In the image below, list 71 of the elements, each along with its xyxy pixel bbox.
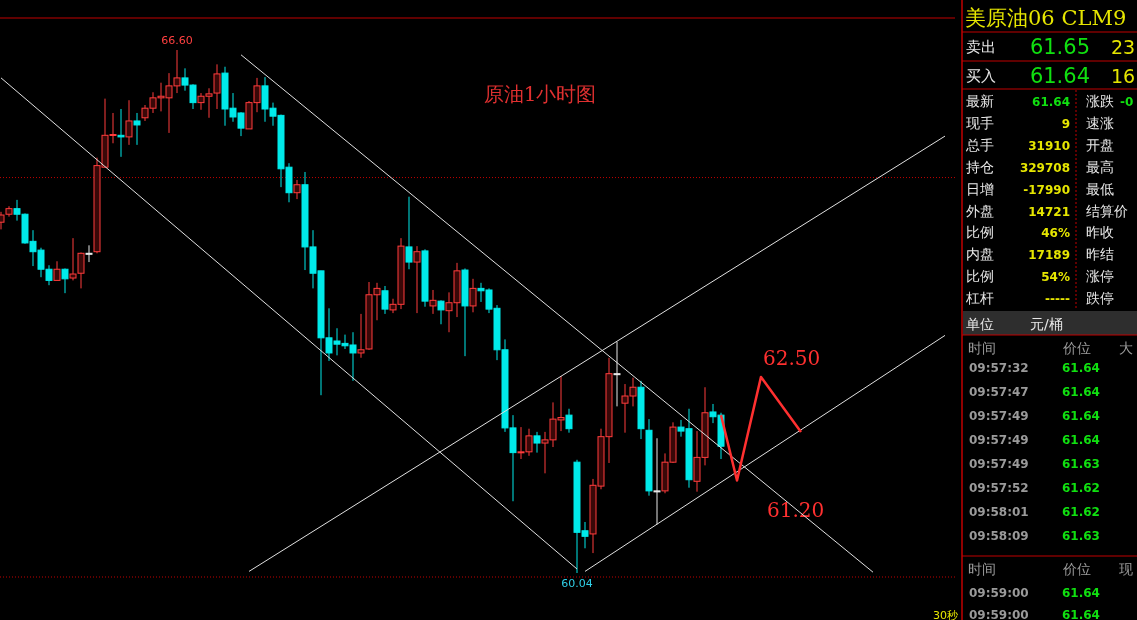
- text: 09:57:47: [969, 385, 1029, 399]
- text: 最低: [1086, 180, 1114, 197]
- text: -----: [1045, 292, 1071, 307]
- text: 09:57:49: [969, 433, 1029, 447]
- text: 原油1小时图: [483, 82, 597, 106]
- text: 31910: [1028, 138, 1070, 153]
- text: 大: [1119, 340, 1133, 356]
- text: 开盘: [1086, 136, 1114, 153]
- text: -0: [1120, 95, 1134, 109]
- text: 美原油06 CLM9: [965, 6, 1127, 30]
- text: 09:59:00: [969, 608, 1029, 620]
- text: 价位: [1062, 561, 1091, 577]
- text: 14721: [1028, 204, 1070, 219]
- text: 杠杆: [965, 290, 994, 307]
- text: 速涨: [1086, 114, 1114, 131]
- text: 46%: [1041, 226, 1070, 241]
- text: 涨停: [1086, 268, 1114, 285]
- text: 09:57:32: [969, 361, 1029, 375]
- text: 16: [1111, 65, 1136, 87]
- text: 61.64: [1062, 409, 1100, 423]
- text: 外盘: [966, 202, 994, 219]
- text: 61.64: [1032, 95, 1070, 109]
- text: 61.62: [1062, 505, 1100, 519]
- text: 61.64: [1062, 608, 1100, 620]
- text: 61.62: [1062, 481, 1100, 495]
- text: 61.63: [1062, 457, 1100, 471]
- text: 昨结: [1086, 246, 1114, 263]
- text: 总手: [965, 136, 994, 153]
- text: 09:59:00: [969, 586, 1029, 600]
- text: 时间: [968, 561, 996, 577]
- text: 61.63: [1062, 529, 1100, 543]
- text: 比例: [966, 268, 994, 285]
- text: 61.64: [1062, 385, 1100, 399]
- text: 61.64: [1062, 361, 1100, 375]
- text: 内盘: [966, 246, 994, 263]
- text: 329708: [1019, 160, 1070, 175]
- text: 最新: [966, 93, 994, 109]
- text: 元/桶: [1030, 316, 1063, 332]
- text: 54%: [1041, 270, 1070, 285]
- text: 61.65: [1029, 35, 1090, 59]
- text: 跌停: [1086, 290, 1114, 307]
- text: 17189: [1028, 248, 1070, 263]
- text: 09:58:09: [969, 529, 1029, 543]
- text: 单位: [966, 316, 994, 332]
- text: 比例: [966, 224, 994, 241]
- text: 23: [1111, 36, 1136, 58]
- text: 昨收: [1086, 224, 1114, 241]
- text: 61.64: [1062, 433, 1100, 447]
- text: 持仓: [966, 158, 994, 175]
- text: 涨跌: [1086, 93, 1114, 109]
- text: 卖出: [966, 38, 996, 56]
- annotation: 60.04: [561, 577, 593, 590]
- text: 买入: [966, 67, 996, 85]
- text: 09:58:01: [969, 505, 1029, 519]
- text: 现: [1119, 561, 1133, 577]
- text: 9: [1061, 116, 1070, 131]
- text: 价位: [1062, 340, 1091, 356]
- annotation: 66.60: [161, 34, 193, 47]
- data-label: 62.50: [763, 345, 821, 370]
- text: 结算价: [1086, 202, 1128, 219]
- text: 09:57:52: [969, 481, 1029, 495]
- text: 现手: [966, 114, 994, 131]
- text: 61.64: [1029, 64, 1090, 88]
- text: 30秒: [933, 609, 958, 620]
- text: 时间: [968, 340, 996, 356]
- text: 61.64: [1062, 586, 1100, 600]
- text: 09:57:49: [969, 457, 1029, 471]
- text: -17990: [1023, 182, 1070, 197]
- text: 最高: [1086, 158, 1114, 175]
- text: 09:57:49: [969, 409, 1029, 423]
- text: 日增: [966, 180, 994, 197]
